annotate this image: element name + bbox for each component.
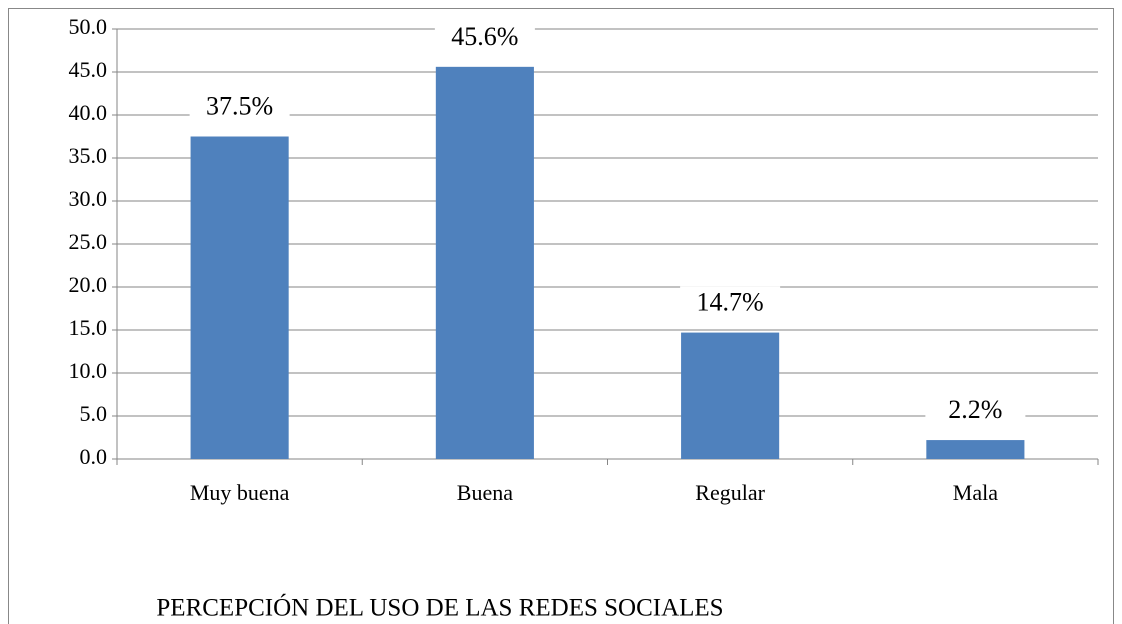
x-tick-label: Regular (695, 480, 765, 505)
x-tick-label: Mala (953, 480, 998, 505)
y-tick-label: 50.0 (69, 14, 108, 39)
y-tick-label: 25.0 (69, 229, 108, 254)
x-tick-label: Buena (457, 480, 513, 505)
y-tick-label: 5.0 (80, 401, 108, 426)
value-label: 14.7% (697, 288, 764, 317)
y-tick-label: 0.0 (80, 444, 108, 469)
x-axis-label: PERCEPCIÓN DEL USO DE LAS REDES SOCIALES (156, 594, 723, 622)
y-tick-label: 30.0 (69, 186, 108, 211)
bar (435, 66, 534, 459)
y-tick-label: 45.0 (69, 57, 108, 82)
bar (926, 440, 1025, 459)
value-label: 37.5% (206, 91, 273, 120)
value-label: 2.2% (948, 395, 1002, 424)
y-tick-label: 35.0 (69, 143, 108, 168)
y-tick-label: 15.0 (69, 315, 108, 340)
y-tick-label: 20.0 (69, 272, 108, 297)
bar (190, 136, 289, 459)
y-tick-label: 10.0 (69, 358, 108, 383)
value-label-bg (680, 286, 781, 321)
x-tick-label: Muy buena (190, 480, 290, 505)
y-tick-label: 40.0 (69, 100, 108, 125)
bar (681, 332, 780, 459)
chart-border (8, 8, 1114, 624)
value-label: 45.6% (451, 22, 518, 51)
value-label-bg (925, 394, 1026, 429)
value-label-bg (189, 90, 290, 125)
value-label-bg (434, 20, 535, 55)
